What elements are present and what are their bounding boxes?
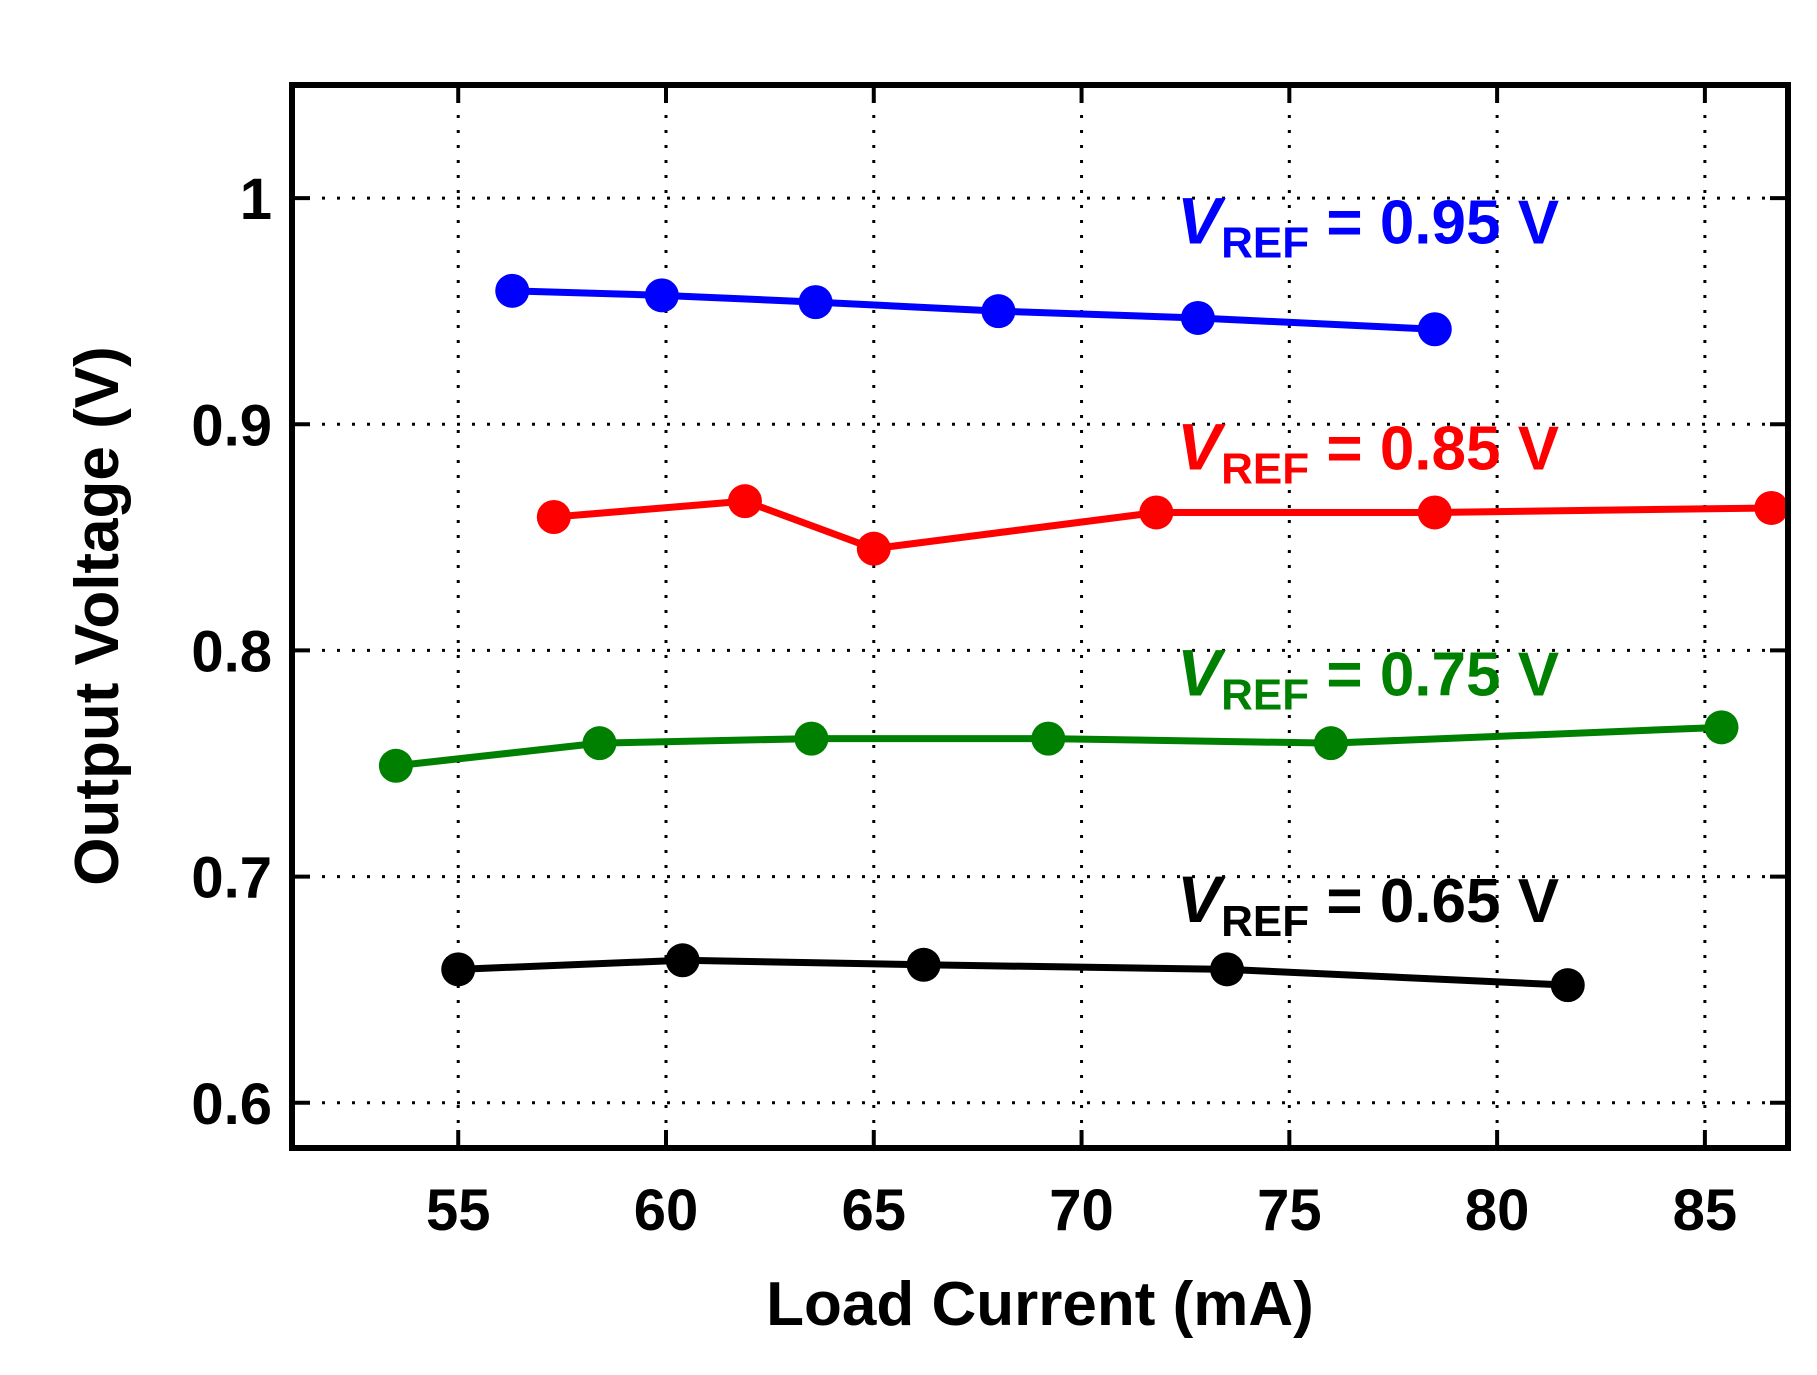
data-point-vref-0-95-v [1417,312,1452,347]
data-point-vref-0-95-v [981,294,1016,329]
data-point-vref-0-65-v [906,947,941,982]
data-point-vref-0-95-v [644,278,679,313]
data-point-vref-0-85-v [727,484,762,519]
data-point-vref-0-75-v [1031,721,1066,756]
y-tick-label-0-8: 0.8 [191,619,272,684]
data-point-vref-0-65-v [665,943,700,978]
data-point-vref-0-65-v [441,952,476,987]
series-annotations: VREF = 0.95 V VREF = 0.85 V VREF = 0.75 V V… [1177,183,1559,946]
x-tick-label-80: 80 [1465,1178,1530,1243]
x-tick-label-85: 85 [1673,1178,1738,1243]
series-line-vref-0-95-v [512,287,1435,333]
series-line-vref-0-75-v [395,723,1722,770]
data-point-vref-0-95-v [1180,300,1215,335]
y-tick-label-0-7: 0.7 [191,846,272,911]
data-point-vref-0-75-v [378,748,413,783]
data-point-vref-0-95-v [495,273,530,308]
x-tick-label-65: 65 [842,1178,907,1243]
plot-frame [289,82,1791,1151]
data-point-vref-0-75-v [582,726,617,761]
data-point-vref-0-85-v [1417,495,1452,530]
x-axis-label: Load Current (mA) [766,1270,1314,1339]
data-point-vref-0-85-v [536,499,571,534]
annotation-vref-0-85-v: VREF = 0.85 V [1177,409,1559,493]
x-tick-label-60: 60 [634,1178,699,1243]
y-axis-label: Output Voltage (V) [63,346,132,886]
data-point-vref-0-75-v [794,721,829,756]
y-tick-label-0-6: 0.6 [191,1072,272,1137]
data-point-vref-0-65-v [1210,952,1244,987]
data-point-vref-0-85-v [1139,495,1174,530]
data-point-vref-0-85-v [856,531,891,566]
series-line-vref-0-85-v [553,497,1772,553]
series-line-vref-0-65-v [458,956,1568,989]
annotation-vref-0-65-v: VREF = 0.65 V [1177,862,1559,946]
y-tick-label-0-9: 0.9 [191,393,272,458]
series-layer [378,273,1789,1003]
x-tick-label-75: 75 [1257,1178,1322,1243]
data-point-vref-0-65-v [1550,968,1585,1003]
annotation-vref-0-95-v: VREF = 0.95 V [1177,183,1559,267]
grid-lines [292,85,1788,1148]
annotation-vref-0-75-v: VREF = 0.75 V [1177,636,1559,720]
data-point-vref-0-85-v [1754,490,1789,525]
x-tick-label-55: 55 [426,1178,491,1243]
data-point-vref-0-75-v [1313,726,1348,761]
y-tick-label-1: 1 [240,167,272,232]
data-point-vref-0-95-v [798,285,833,320]
data-point-vref-0-75-v [1704,710,1739,745]
x-tick-label-70: 70 [1049,1178,1114,1243]
axis-ticks: 55 60 65 70 75 80 85 0.6 0.7 0.8 0.9 1 [191,85,1788,1243]
